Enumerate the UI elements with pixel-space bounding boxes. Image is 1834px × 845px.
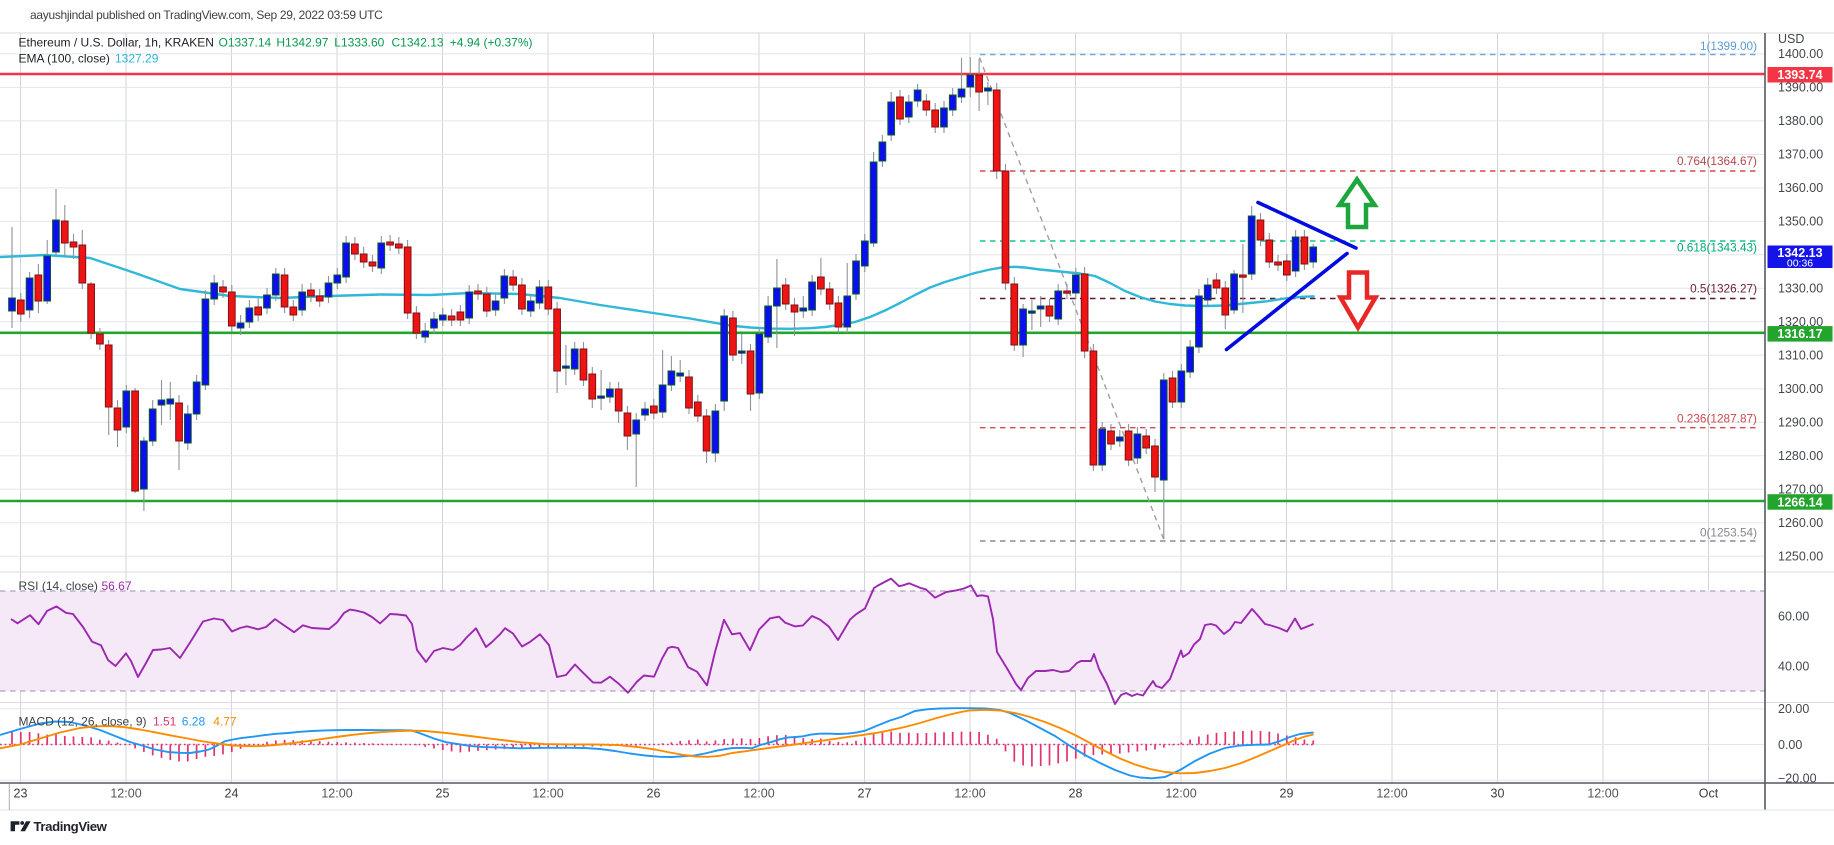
svg-text:1316.17: 1316.17 [1777, 327, 1822, 341]
svg-text:1360.00: 1360.00 [1778, 181, 1823, 195]
svg-text:EMA (100, close): EMA (100, close) [19, 52, 110, 66]
svg-text:1270.00: 1270.00 [1778, 483, 1823, 497]
svg-text:1342.13: 1342.13 [1777, 246, 1822, 260]
svg-text:0.618(1343.43): 0.618(1343.43) [1677, 241, 1757, 255]
svg-text:0.5(1326.27): 0.5(1326.27) [1690, 282, 1757, 296]
svg-text:−20.00: −20.00 [1778, 771, 1817, 785]
svg-text:aayushjindal published on Trad: aayushjindal published on TradingView.co… [30, 8, 383, 22]
svg-text:12:00: 12:00 [110, 787, 141, 801]
svg-text:26: 26 [647, 787, 661, 801]
svg-text:28: 28 [1069, 787, 1083, 801]
svg-text:56.67: 56.67 [102, 579, 132, 593]
svg-text:1250.00: 1250.00 [1778, 550, 1823, 564]
svg-text:12:00: 12:00 [1587, 787, 1618, 801]
svg-text:1260.00: 1260.00 [1778, 516, 1823, 530]
svg-text:12:00: 12:00 [321, 787, 352, 801]
svg-text:40.00: 40.00 [1778, 659, 1809, 673]
svg-text:1350.00: 1350.00 [1778, 215, 1823, 229]
svg-text:MACD (12, 26, close, 9): MACD (12, 26, close, 9) [19, 715, 147, 729]
svg-text:1310.00: 1310.00 [1778, 349, 1823, 363]
svg-text:USD: USD [1778, 32, 1804, 46]
svg-text:6.28: 6.28 [182, 715, 206, 729]
svg-text:0(1253.54): 0(1253.54) [1700, 526, 1757, 540]
svg-text:1266.14: 1266.14 [1777, 495, 1822, 509]
svg-text:1330.00: 1330.00 [1778, 282, 1823, 296]
svg-text:12:00: 12:00 [1165, 787, 1196, 801]
svg-text:20.00: 20.00 [1778, 702, 1809, 716]
svg-text:1370.00: 1370.00 [1778, 148, 1823, 162]
svg-text:0.00: 0.00 [1778, 738, 1802, 752]
svg-text:4.77: 4.77 [213, 715, 237, 729]
svg-text:H1342.97: H1342.97 [276, 35, 328, 49]
svg-text:23: 23 [14, 787, 28, 801]
svg-text:0.236(1287.87): 0.236(1287.87) [1677, 412, 1757, 426]
svg-text:27: 27 [858, 787, 872, 801]
svg-text:00:36: 00:36 [1787, 258, 1813, 270]
svg-text:Oct: Oct [1699, 787, 1719, 801]
svg-text:1290.00: 1290.00 [1778, 416, 1823, 430]
svg-text:12:00: 12:00 [954, 787, 985, 801]
svg-text:1300.00: 1300.00 [1778, 382, 1823, 396]
svg-text:12:00: 12:00 [743, 787, 774, 801]
svg-text:1380.00: 1380.00 [1778, 114, 1823, 128]
svg-text:1.51: 1.51 [153, 715, 177, 729]
svg-text:1280.00: 1280.00 [1778, 449, 1823, 463]
svg-text:1400.00: 1400.00 [1778, 47, 1823, 61]
svg-text:12:00: 12:00 [1376, 787, 1407, 801]
svg-text:1327.29: 1327.29 [115, 52, 159, 66]
svg-text:60.00: 60.00 [1778, 609, 1809, 623]
svg-text:0.764(1364.67): 0.764(1364.67) [1677, 154, 1757, 168]
svg-text:TradingView: TradingView [34, 819, 108, 834]
svg-text:25: 25 [436, 787, 450, 801]
svg-text:1390.00: 1390.00 [1778, 81, 1823, 95]
svg-text:Ethereum / U.S. Dollar, 1h, KR: Ethereum / U.S. Dollar, 1h, KRAKEN [19, 35, 214, 49]
svg-text:1320.00: 1320.00 [1778, 315, 1823, 329]
svg-text:RSI (14, close): RSI (14, close) [19, 579, 98, 593]
svg-text:24: 24 [225, 787, 239, 801]
svg-text:L1333.60: L1333.60 [334, 35, 384, 49]
svg-text:29: 29 [1280, 787, 1294, 801]
svg-text:12:00: 12:00 [532, 787, 563, 801]
svg-text:1393.74: 1393.74 [1777, 68, 1822, 82]
svg-text:30: 30 [1491, 787, 1505, 801]
svg-text:1(1399.00): 1(1399.00) [1700, 39, 1757, 53]
svg-text:+4.94 (+0.37%): +4.94 (+0.37%) [450, 35, 533, 49]
svg-text:O1337.14: O1337.14 [219, 35, 272, 49]
svg-text:C1342.13: C1342.13 [392, 35, 444, 49]
